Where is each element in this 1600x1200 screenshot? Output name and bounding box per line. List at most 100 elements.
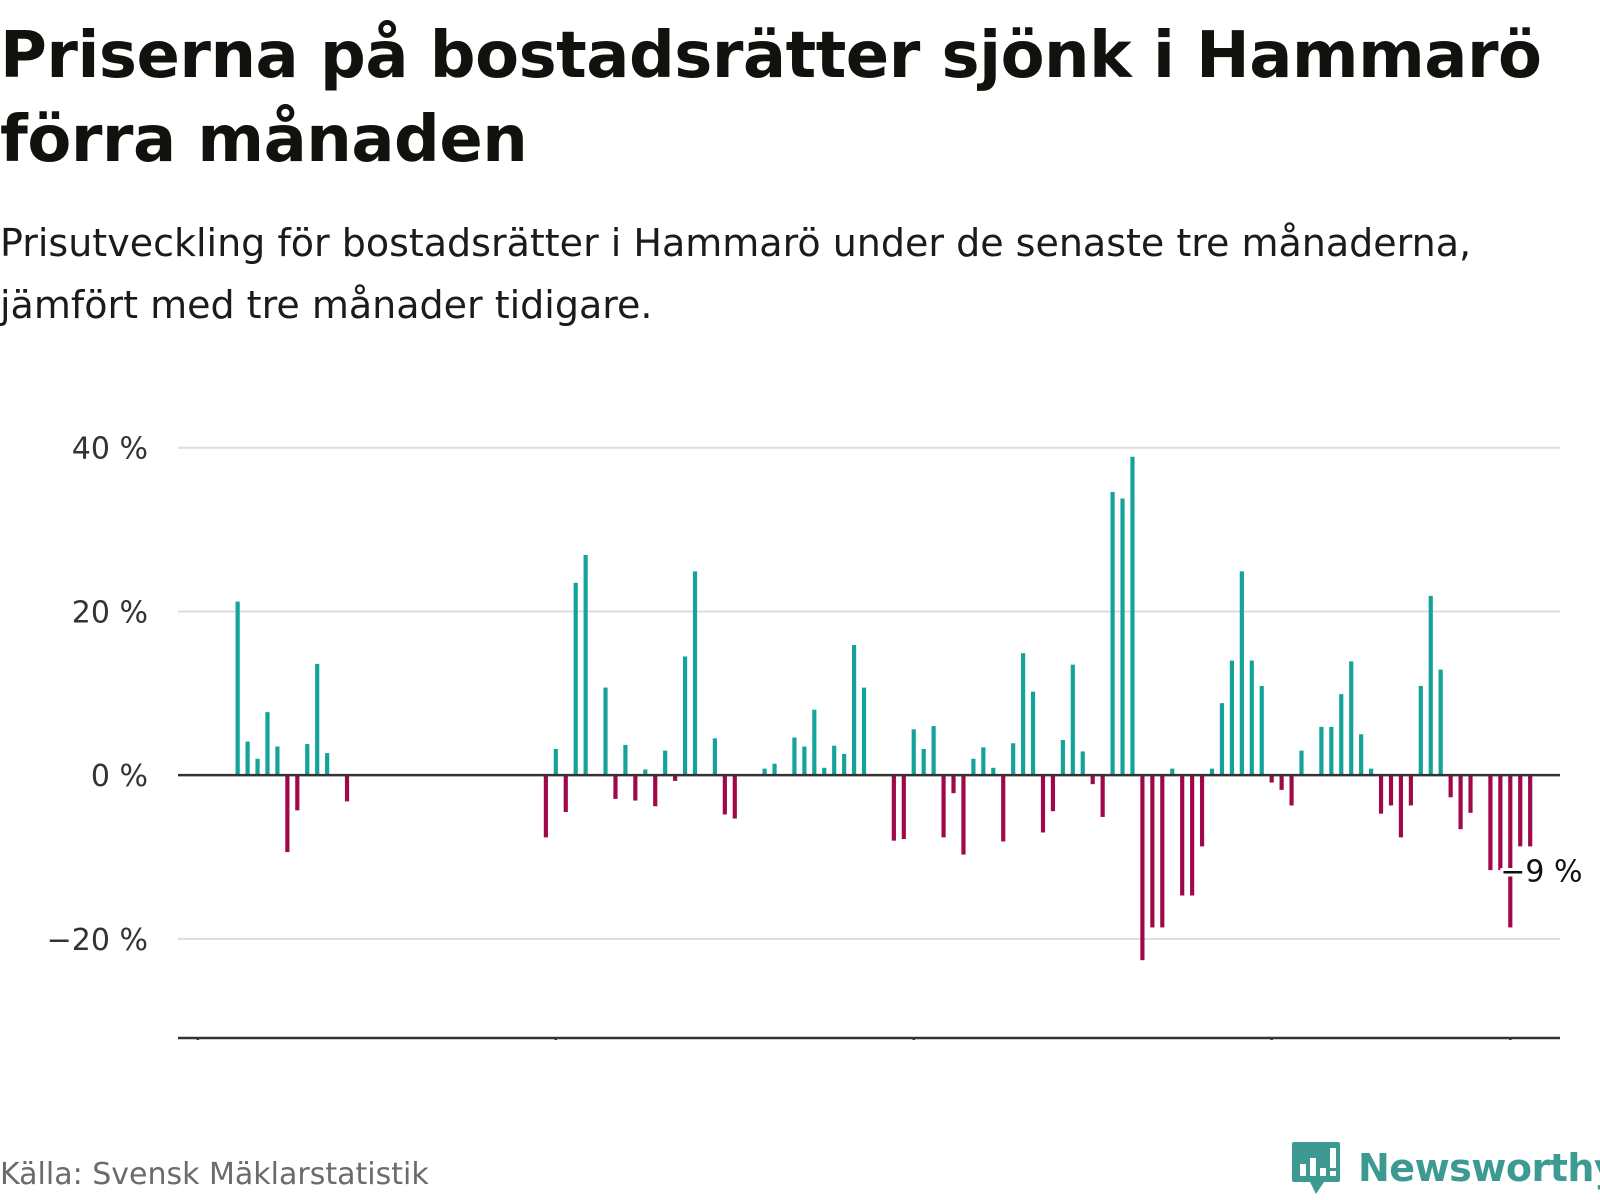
y-tick-label-1: 0 % <box>91 759 148 794</box>
bar-2018-12 <box>1021 653 1026 776</box>
bar-2019-11 <box>1130 456 1135 776</box>
bar-2023-03 <box>1528 775 1533 847</box>
bar-2022-11 <box>1488 775 1493 871</box>
bar-2021-09 <box>1349 661 1354 776</box>
axes <box>178 773 1560 1040</box>
bar-2022-06 <box>1438 669 1443 776</box>
bar-2017-04 <box>822 767 827 776</box>
bar-2015-03 <box>573 582 578 776</box>
y-tick-label-3: 40 % <box>72 432 148 467</box>
bar-2012-12 <box>305 744 310 776</box>
bar-2017-01 <box>792 737 797 776</box>
bar-2016-07 <box>732 775 737 819</box>
bar-2020-08 <box>1219 703 1225 776</box>
gridlines <box>178 446 1560 940</box>
bar-2022-02 <box>1398 775 1404 838</box>
bar-2013-04 <box>344 775 350 802</box>
bar-2015-11 <box>653 775 658 807</box>
bar-2016-02 <box>682 656 688 776</box>
bar-2012-06 <box>245 741 250 776</box>
bar-2020-07 <box>1209 768 1215 776</box>
y-axis-ticks: −20 % 0 % 20 % 40 % <box>47 432 148 958</box>
bar-2015-01 <box>553 748 558 776</box>
y-tick-label-2: 20 % <box>72 595 148 630</box>
bar-2020-04 <box>1180 775 1185 896</box>
bar-2012-11 <box>295 775 300 811</box>
bar-2020-06 <box>1199 775 1205 847</box>
bar-2017-06 <box>842 753 847 776</box>
chart-title: Priserna på bostadsrätter sjönk i Hammar… <box>0 19 1542 177</box>
bar-2019-04 <box>1060 739 1065 776</box>
bar-2019-08 <box>1100 775 1105 817</box>
newsworthy-logo-icon <box>1292 1142 1340 1194</box>
bar-2019-06 <box>1080 751 1085 776</box>
bar-2021-10 <box>1359 734 1364 776</box>
bar-2019-12 <box>1140 775 1145 961</box>
bar-2017-03 <box>812 709 817 776</box>
bar-2021-11 <box>1369 768 1374 776</box>
bar-2022-07 <box>1448 775 1453 798</box>
bar-2013-02 <box>325 753 330 776</box>
bar-2012-07 <box>255 758 260 776</box>
bar-2020-03 <box>1170 768 1175 776</box>
bar-2016-10 <box>762 768 767 776</box>
bar-2022-03 <box>1408 775 1413 806</box>
bar-2021-08 <box>1339 694 1344 776</box>
bar-2019-05 <box>1070 664 1075 776</box>
bar-2015-10 <box>643 769 648 776</box>
bar-2015-06 <box>603 687 608 776</box>
bar-2021-02 <box>1279 775 1284 790</box>
bar-2020-02 <box>1160 775 1165 928</box>
bar-2020-01 <box>1150 775 1155 928</box>
bar-2023-01 <box>1508 775 1513 928</box>
bar-2019-07 <box>1090 775 1095 785</box>
bar-2017-12 <box>901 775 906 840</box>
bar-2018-01 <box>911 729 916 776</box>
bar-2022-04 <box>1418 685 1423 776</box>
bar-2018-06 <box>961 775 966 855</box>
bar-2019-02 <box>1040 775 1046 833</box>
bar-2021-12 <box>1378 775 1384 814</box>
bar-2019-03 <box>1050 775 1056 812</box>
bar-2018-05 <box>951 775 956 794</box>
bar-2016-11 <box>772 763 777 776</box>
bar-2020-05 <box>1190 775 1195 896</box>
bar-2015-12 <box>663 750 668 776</box>
chart-subtitle: Prisutveckling för bostadsrätter i Hamma… <box>0 221 1472 327</box>
bar-2018-10 <box>1001 775 1006 842</box>
bar-2023-02 <box>1518 775 1523 847</box>
bar-2018-02 <box>921 748 926 776</box>
bar-2018-03 <box>931 726 936 776</box>
bar-2018-04 <box>941 775 946 838</box>
bar-2022-01 <box>1388 775 1394 806</box>
bar-2017-08 <box>861 687 867 776</box>
bar-2012-05 <box>235 601 240 776</box>
bar-2019-10 <box>1120 498 1125 776</box>
bar-2020-10 <box>1239 571 1244 776</box>
bar-2016-03 <box>692 571 698 776</box>
bar-2018-08 <box>981 747 986 776</box>
bar-2020-11 <box>1249 660 1254 776</box>
bar-2018-11 <box>1011 743 1016 776</box>
bar-2021-01 <box>1269 775 1274 783</box>
bar-2020-09 <box>1229 660 1234 776</box>
bar-2022-05 <box>1428 595 1433 776</box>
y-tick-label-0: −20 % <box>47 923 148 958</box>
bar-2012-10 <box>285 775 290 853</box>
bar-2017-05 <box>832 745 837 776</box>
bar-2022-12 <box>1498 775 1503 871</box>
bar-2015-04 <box>583 554 588 776</box>
bar-2022-09 <box>1468 775 1473 813</box>
bar-2021-07 <box>1329 726 1334 776</box>
bar-2019-01 <box>1030 691 1036 776</box>
bar-2016-05 <box>712 738 717 776</box>
bar-2013-01 <box>315 663 320 776</box>
source-note: Källa: Svensk Mäklarstatistik <box>0 1157 429 1192</box>
bar-chart: −20 %0 %20 %40 % 20122015201820212023 −9… <box>47 432 1586 1040</box>
bar-2021-06 <box>1319 726 1324 776</box>
bar-2015-02 <box>563 775 568 813</box>
bar-2019-09 <box>1110 491 1115 776</box>
bar-2021-03 <box>1289 775 1294 806</box>
last-value-annotation: −9 % <box>1500 855 1582 890</box>
bar-2015-09 <box>633 775 638 801</box>
